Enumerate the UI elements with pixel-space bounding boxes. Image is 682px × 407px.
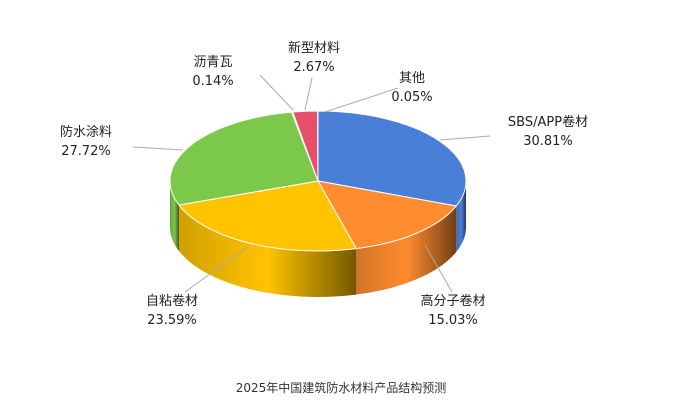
- leader-line-6: [304, 77, 313, 111]
- slice-name-label: 高分子卷材: [420, 293, 485, 309]
- slice-labels: SBS/APP卷材 30.81% 高分子卷材 15.03% 自粘卷材 23.59% 防水涂料…: [60, 40, 588, 328]
- slice-name-label: 其他: [399, 71, 425, 86]
- leader-line-4: [132, 146, 184, 151]
- slice-name-label: SBS/APP卷材: [508, 114, 588, 130]
- leader-line-3: [184, 244, 251, 293]
- slice-value-label: 30.81%: [523, 134, 573, 149]
- leader-lines: [132, 74, 491, 293]
- slice-name-label: 沥青瓦: [193, 55, 232, 70]
- pie-slice-3: [178, 180, 358, 252]
- leader-line-1: [439, 135, 491, 141]
- leader-line-5: [259, 74, 294, 111]
- pie-top-faces: [169, 110, 467, 252]
- chart-caption: 2025年中国建筑防水材料产品结构预测: [235, 381, 447, 395]
- pie-side-3: [178, 205, 357, 297]
- slice-name-label: 新型材料: [288, 40, 340, 56]
- pie-side-4: [170, 181, 179, 252]
- pie-side-2: [356, 205, 457, 295]
- leader-line-7: [324, 87, 399, 113]
- pie-side-1: [456, 181, 466, 252]
- slice-value-label: 15.03%: [428, 313, 478, 328]
- slice-value-label: 27.72%: [61, 144, 111, 159]
- leader-line-2: [424, 244, 453, 293]
- slice-name-label: 防水涂料: [60, 124, 112, 140]
- pie-slice-1: [317, 110, 467, 207]
- pie-slice-4: [169, 111, 319, 206]
- slice-value-label: 23.59%: [147, 313, 197, 328]
- pie-slice-2: [317, 180, 458, 250]
- slice-value-label: 2.67%: [293, 60, 334, 75]
- slice-name-label: 自粘卷材: [146, 293, 198, 309]
- slice-value-label: 0.05%: [391, 90, 432, 105]
- pie-side-walls: [170, 181, 466, 297]
- slice-value-label: 0.14%: [192, 74, 233, 89]
